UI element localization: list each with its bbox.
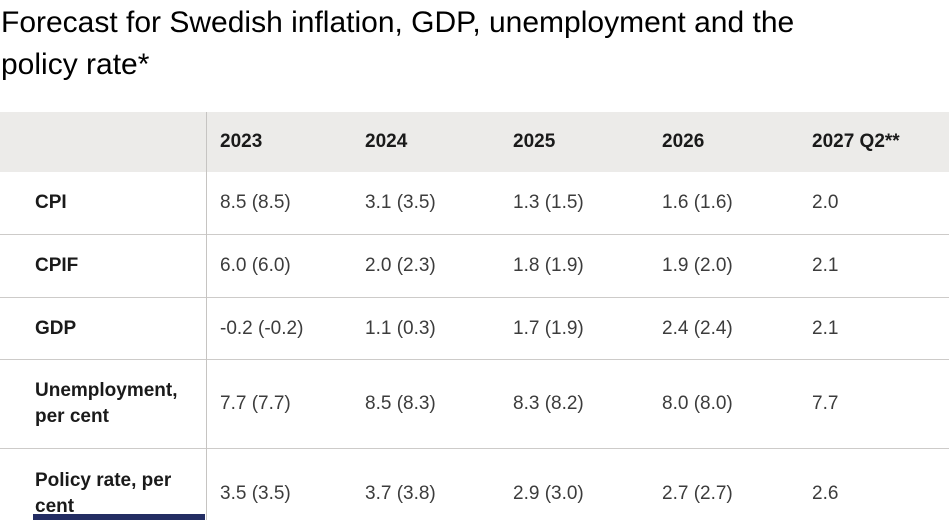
data-cell: 2.4 (2.4) xyxy=(662,317,733,339)
data-cell: 2.1 xyxy=(812,317,839,339)
data-cell: 2.6 xyxy=(812,482,839,504)
header-cell-2024: 2024 xyxy=(365,131,408,152)
table-row-unemployment: Unemployment, per cent 7.7 (7.7) 8.5 (8.… xyxy=(0,360,949,449)
data-cell: 6.0 (6.0) xyxy=(220,255,291,276)
table-row-gdp: GDP -0.2 (-0.2) 1.1 (0.3) 1.7 (1.9) 2.4 … xyxy=(0,298,949,360)
row-label: GDP xyxy=(0,316,206,342)
data-cell: 8.5 (8.3) xyxy=(365,393,436,414)
data-cell: 8.5 (8.5) xyxy=(220,192,291,213)
forecast-table: 2023 2024 2025 2026 2027 Q2** CPI 8.5 (8… xyxy=(0,112,949,520)
row-label-text: GDP xyxy=(35,317,77,339)
data-cell: 2.9 (3.0) xyxy=(513,482,584,504)
bottom-partial-element-bar xyxy=(33,514,205,520)
table-row-cpif: CPIF 6.0 (6.0) 2.0 (2.3) 1.8 (1.9) 1.9 (… xyxy=(0,235,949,298)
header-cell-2025: 2025 xyxy=(513,131,556,152)
row-label-text: CPI xyxy=(35,192,67,213)
data-cell: -0.2 (-0.2) xyxy=(220,317,304,339)
table-header-row: 2023 2024 2025 2026 2027 Q2** xyxy=(0,112,949,172)
row-label-text: CPIF xyxy=(35,255,79,276)
data-cell: 1.7 (1.9) xyxy=(513,317,584,339)
data-cell: 7.7 (7.7) xyxy=(220,393,291,414)
data-cell: 1.9 (2.0) xyxy=(662,255,733,276)
header-cell-2023: 2023 xyxy=(220,131,263,152)
data-cell: 2.0 xyxy=(812,192,839,213)
data-cell: 7.7 xyxy=(812,393,839,414)
table-row-cpi: CPI 8.5 (8.5) 3.1 (3.5) 1.3 (1.5) 1.6 (1… xyxy=(0,172,949,235)
header-cell-2026: 2026 xyxy=(662,131,705,152)
data-cell: 8.3 (8.2) xyxy=(513,393,584,414)
row-label-text: Unemployment, per cent xyxy=(35,380,178,427)
data-cell: 3.5 (3.5) xyxy=(220,482,291,504)
row-label: Unemployment, per cent xyxy=(0,378,206,430)
data-cell: 2.0 (2.3) xyxy=(365,255,436,276)
row-label: CPI xyxy=(0,190,206,216)
data-cell: 8.0 (8.0) xyxy=(662,393,733,414)
data-cell: 1.3 (1.5) xyxy=(513,192,584,213)
row-label-text: Policy rate, per cent xyxy=(35,469,172,517)
header-cell-2027-q2: 2027 Q2** xyxy=(812,131,900,152)
row-label: CPIF xyxy=(0,253,206,279)
page-title: Forecast for Swedish inflation, GDP, une… xyxy=(1,6,795,81)
data-cell: 1.1 (0.3) xyxy=(365,317,436,339)
data-cell: 3.7 (3.8) xyxy=(365,482,436,504)
table-row-policy-rate: Policy rate, per cent 3.5 (3.5) 3.7 (3.8… xyxy=(0,449,949,520)
data-cell: 2.1 xyxy=(812,255,839,276)
data-cell: 1.8 (1.9) xyxy=(513,255,584,276)
data-cell: 3.1 (3.5) xyxy=(365,192,436,213)
data-cell: 1.6 (1.6) xyxy=(662,192,733,213)
column-divider xyxy=(206,112,207,520)
row-label: Policy rate, per cent xyxy=(0,468,206,520)
data-cell: 2.7 (2.7) xyxy=(662,482,733,504)
